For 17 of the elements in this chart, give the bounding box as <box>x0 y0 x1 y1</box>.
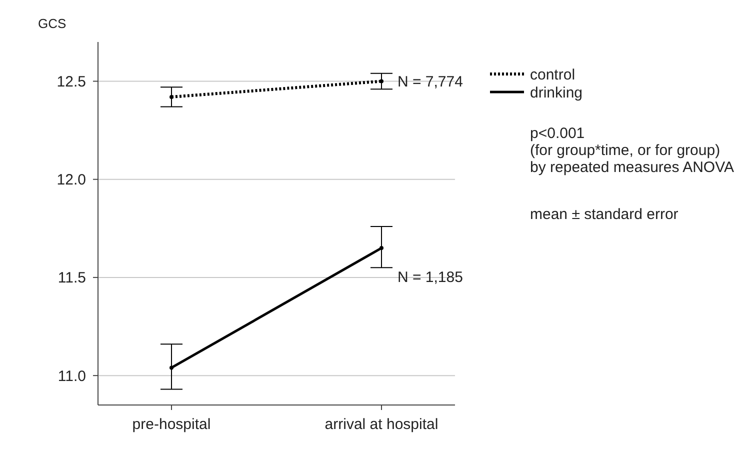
point <box>380 79 384 84</box>
y-tick-label: 11.0 <box>58 368 86 385</box>
legend-label: control <box>530 66 576 84</box>
legend-label: drinking <box>530 84 583 102</box>
text: mean ± standard error <box>530 206 678 223</box>
point <box>380 246 384 250</box>
point <box>170 366 174 370</box>
annotation: N = 1,185 <box>398 268 463 286</box>
x-tick-label: pre-hospital <box>132 416 211 433</box>
point <box>170 94 174 99</box>
y-axis-title: GCS <box>38 16 66 31</box>
y-tick-label: 11.5 <box>58 270 86 287</box>
annotation: N = 7,774 <box>398 73 463 90</box>
y-tick-label: 12.5 <box>56 73 86 90</box>
text: p<0.001 (for group*time, or for group) by repeated measures ANOVA <box>530 125 734 176</box>
x-tick-label: arrival at hospital <box>324 416 438 433</box>
y-tick-label: 12.0 <box>56 172 86 189</box>
